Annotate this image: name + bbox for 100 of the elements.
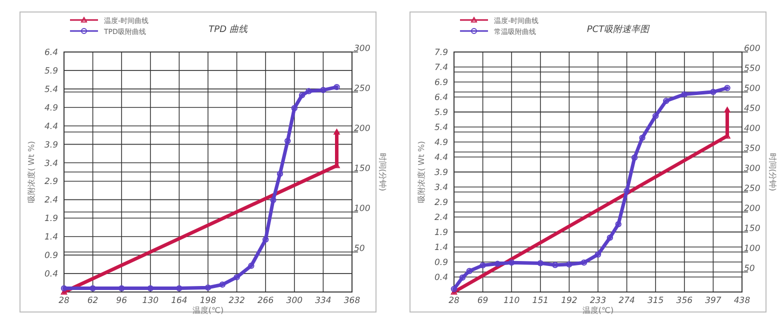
point xyxy=(334,84,340,90)
y2-axis-title: 时间(分钟) xyxy=(768,152,777,192)
x-tick-label: 151 xyxy=(532,296,549,306)
point xyxy=(594,251,602,258)
point xyxy=(248,262,254,269)
point xyxy=(724,106,730,113)
x-tick-label: 334 xyxy=(315,296,332,306)
y2-tick-label: 150 xyxy=(744,224,760,234)
y-tick-label: 5.9 xyxy=(434,108,448,118)
y-tick-label: 1.4 xyxy=(44,232,58,243)
x-tick-label: 69 xyxy=(477,296,488,306)
point xyxy=(450,286,458,292)
x-tick-label: 266 xyxy=(257,296,274,306)
y-tick-label: 7.9 xyxy=(434,48,448,58)
x-tick-label: 164 xyxy=(171,296,188,306)
y2-tick-label: 600 xyxy=(744,44,760,54)
x-tick-label: 356 xyxy=(676,296,694,306)
point xyxy=(219,282,226,288)
y-tick-label: 0.4 xyxy=(434,273,448,283)
point xyxy=(631,154,638,161)
y-tick-label: 4.4 xyxy=(44,122,58,132)
y-tick-label: 4.9 xyxy=(44,103,58,114)
y2-tick-label: 450 xyxy=(744,104,760,114)
y-axis-title: 吸附浓度( Wt %) xyxy=(27,141,36,203)
x-tick-label: 274 xyxy=(618,296,635,306)
y2-tick-label: 100 xyxy=(744,244,760,254)
x-tick-label: 397 xyxy=(705,296,722,306)
y2-tick-label: 150 xyxy=(354,164,370,174)
x-tick-label: 315 xyxy=(647,296,664,306)
point xyxy=(118,285,125,292)
y2-tick-label: 50 xyxy=(744,264,755,274)
y-tick-label: 4.4 xyxy=(434,153,448,163)
y-tick-label: 3.9 xyxy=(434,168,448,178)
x-tick-label: 28 xyxy=(448,296,460,306)
point xyxy=(466,268,473,274)
point xyxy=(204,284,212,291)
point xyxy=(291,105,298,112)
y-tick-label: 1.4 xyxy=(434,243,448,253)
point xyxy=(262,236,269,243)
y2-tick-label: 250 xyxy=(354,84,370,94)
x-tick-label: 28 xyxy=(58,296,70,306)
y2-tick-label: 500 xyxy=(744,84,760,94)
point xyxy=(276,170,284,177)
point xyxy=(459,274,466,281)
x-tick-label: 110 xyxy=(503,296,520,306)
x-tick-label: 232 xyxy=(228,296,245,306)
x-tick-label: 300 xyxy=(286,296,303,306)
point xyxy=(710,88,716,95)
y2-tick-label: 400 xyxy=(744,124,760,134)
point xyxy=(537,260,544,266)
y-tick-label: 5.9 xyxy=(44,66,58,76)
point xyxy=(681,91,688,98)
x-tick-label: 130 xyxy=(142,296,159,306)
line-series xyxy=(60,84,340,292)
y-tick-label: 6.4 xyxy=(44,48,58,58)
y-tick-label: 2.4 xyxy=(44,196,58,206)
point xyxy=(615,221,622,228)
point xyxy=(652,112,659,119)
y-tick-label: 0.9 xyxy=(44,251,58,262)
point xyxy=(147,285,154,292)
point xyxy=(580,260,588,266)
y-tick-label: 2.4 xyxy=(434,213,448,223)
y-tick-label: 2.9 xyxy=(44,177,58,188)
y2-tick-label: 200 xyxy=(354,124,370,134)
point xyxy=(480,262,486,268)
y-tick-label: 4.9 xyxy=(434,138,448,148)
y2-tick-label: 300 xyxy=(354,44,370,54)
x-tick-label: 62 xyxy=(87,296,98,306)
point xyxy=(639,134,646,141)
point xyxy=(60,285,68,292)
y2-tick-label: 100 xyxy=(354,204,370,214)
point xyxy=(724,84,730,92)
y2-tick-label: 250 xyxy=(744,184,760,194)
y-tick-label: 5.4 xyxy=(44,84,58,95)
y-tick-label: 2.9 xyxy=(434,198,448,208)
chart-title: PCT吸附速率图 xyxy=(586,24,650,35)
y-tick-label: 6.9 xyxy=(434,78,448,88)
point xyxy=(494,260,501,267)
y-axis-title: 吸附浓度( Wt %) xyxy=(417,141,426,203)
chart-title: TPD 曲线 xyxy=(208,24,248,35)
x-tick-label: 368 xyxy=(344,296,361,306)
point xyxy=(624,188,630,194)
x-axis-title: 温度(℃) xyxy=(582,306,614,315)
point xyxy=(334,128,340,135)
y-tick-label: 0.9 xyxy=(434,258,448,268)
y2-axis-title: 时间(分钟) xyxy=(378,152,387,192)
x-tick-label: 198 xyxy=(200,296,217,306)
point xyxy=(306,88,312,94)
point xyxy=(270,196,276,204)
point xyxy=(663,98,670,104)
x-tick-label: 192 xyxy=(561,296,578,306)
point xyxy=(234,274,240,280)
y-tick-label: 1.9 xyxy=(434,228,448,238)
point xyxy=(90,285,96,292)
y2-tick-label: 300 xyxy=(744,164,760,174)
y2-tick-label: 200 xyxy=(744,204,760,214)
y-tick-label: 3.4 xyxy=(44,158,58,169)
y-tick-label: 1.9 xyxy=(44,214,58,224)
y-tick-label: 3.4 xyxy=(434,183,448,193)
y-tick-label: 5.4 xyxy=(434,123,448,133)
